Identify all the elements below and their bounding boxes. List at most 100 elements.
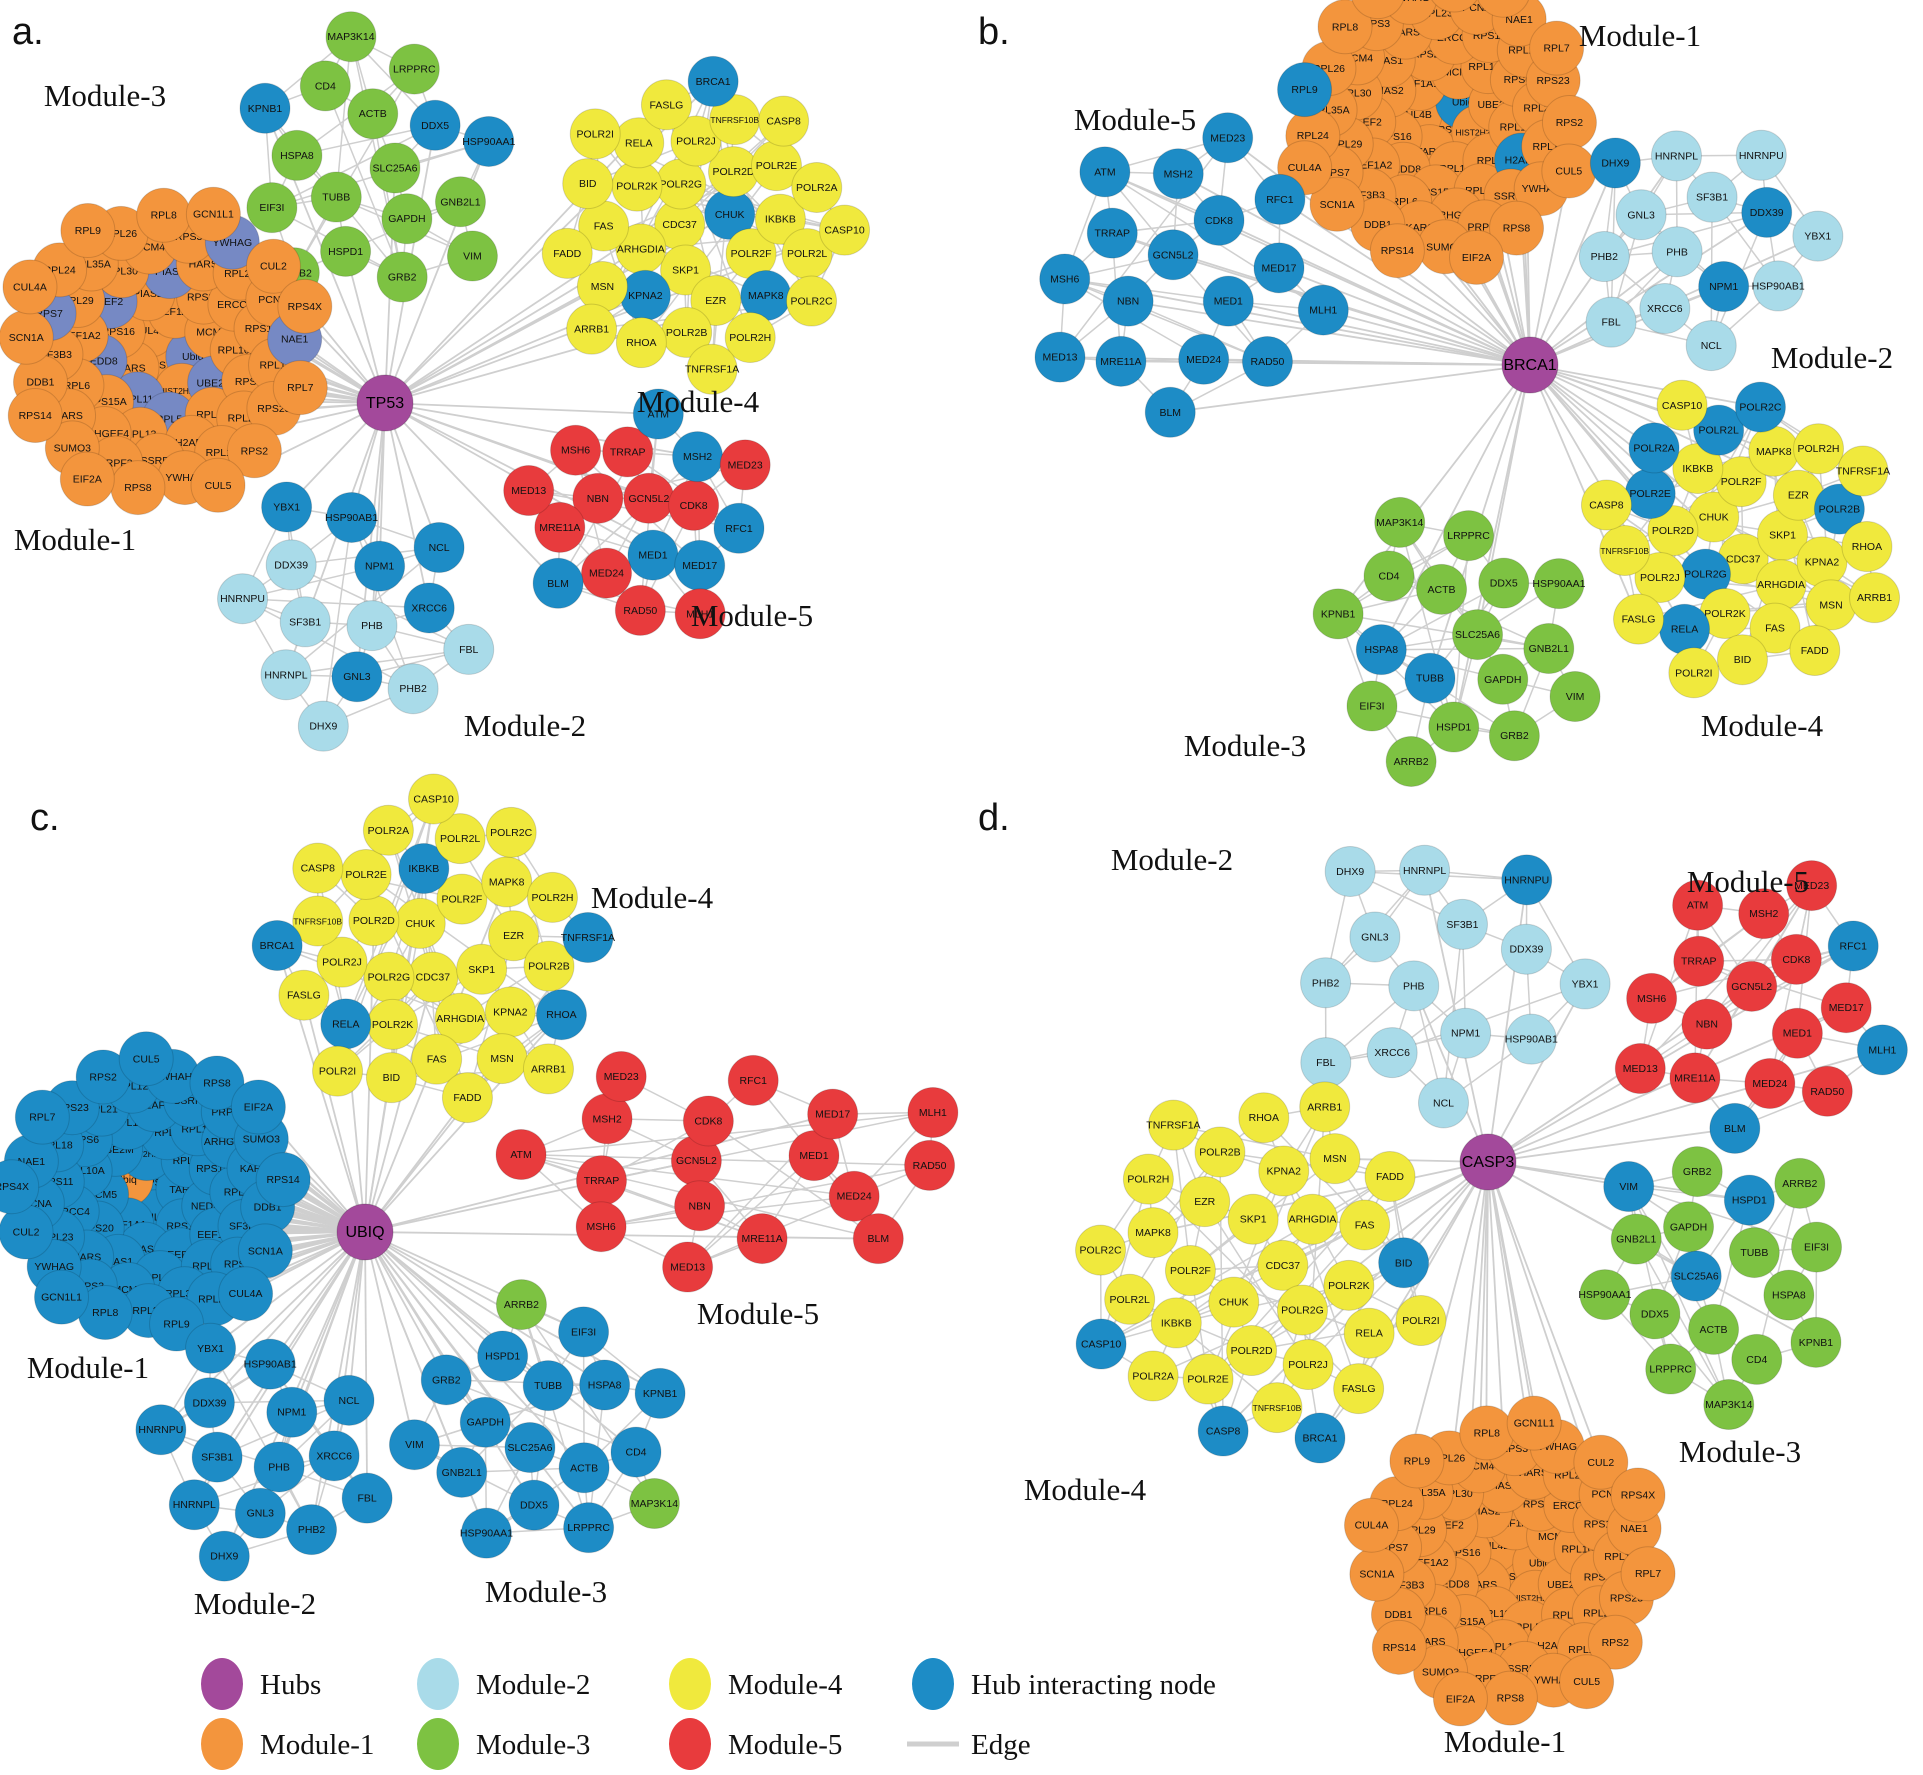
node-CUL5[interactable]: CUL5 [190, 457, 246, 513]
gene-node-circle[interactable] [1620, 1546, 1676, 1602]
gene-node-circle[interactable] [1482, 1670, 1538, 1726]
gene-node-circle[interactable] [1416, 563, 1468, 615]
gene-node-circle[interactable] [1312, 588, 1364, 640]
gene-node-circle[interactable] [852, 1213, 904, 1265]
node-FADD[interactable]: FADD [541, 227, 593, 279]
node-POLR2K[interactable]: POLR2K [611, 160, 663, 212]
gene-node-circle[interactable] [907, 1086, 959, 1138]
gene-node-circle[interactable] [443, 623, 495, 675]
node-MED24[interactable]: MED24 [828, 1170, 880, 1222]
gene-node-circle[interactable] [562, 912, 614, 964]
node-LRPPRC[interactable]: LRPPRC [1443, 510, 1495, 562]
gene-node-circle[interactable] [1086, 207, 1138, 259]
node-MAP3K14[interactable]: MAP3K14 [1703, 1378, 1755, 1430]
gene-node-circle[interactable] [1698, 260, 1750, 312]
node-ARRB1[interactable]: ARRB1 [566, 303, 618, 355]
gene-node-circle[interactable] [325, 11, 377, 63]
gene-node-circle[interactable] [1801, 1065, 1853, 1117]
gene-node-circle[interactable] [1194, 1126, 1246, 1178]
node-DHX9[interactable]: DHX9 [297, 700, 349, 752]
node-MED23[interactable]: MED23 [1202, 112, 1254, 164]
gene-node-circle[interactable] [1613, 593, 1665, 645]
gene-node-circle[interactable] [1688, 1303, 1740, 1355]
gene-node-circle[interactable] [579, 1359, 631, 1411]
node-POLR2B[interactable]: POLR2B [1194, 1126, 1246, 1178]
node-MSH2[interactable]: MSH2 [1152, 148, 1204, 200]
node-TNFRSF10B[interactable]: TNFRSF10B [1251, 1382, 1303, 1434]
gene-node-circle[interactable] [610, 1426, 662, 1478]
node-EIF3I[interactable]: EIF3I [1791, 1221, 1843, 1273]
node-DDX5[interactable]: DDX5 [508, 1479, 560, 1531]
node-RPS4X[interactable]: RPS4X [1476, 0, 1530, 18]
gene-node-circle[interactable] [1686, 171, 1738, 223]
node-MLH1[interactable]: MLH1 [1856, 1024, 1908, 1076]
gene-node-circle[interactable] [260, 649, 312, 701]
gene-node-circle[interactable] [1741, 186, 1793, 238]
node-MAP3K14[interactable]: MAP3K14 [628, 1478, 680, 1530]
node-POLR2C[interactable]: POLR2C [1734, 381, 1786, 433]
gene-node-circle[interactable] [1786, 860, 1838, 912]
node-TUBB[interactable]: TUBB [522, 1360, 574, 1412]
gene-node-circle[interactable] [477, 1330, 529, 1382]
gene-node-circle[interactable] [1075, 1224, 1127, 1276]
node-CASP10[interactable]: CASP10 [1656, 379, 1708, 431]
node-MED1[interactable]: MED1 [1202, 275, 1254, 327]
gene-node-circle[interactable] [1639, 282, 1691, 334]
node-DDX5[interactable]: DDX5 [1478, 557, 1530, 609]
gene-node-circle[interactable] [1309, 1133, 1361, 1185]
node-HSP90AA1[interactable]: HSP90AA1 [1578, 1269, 1632, 1321]
gene-node-circle[interactable] [569, 108, 621, 160]
gene-node-circle[interactable] [1102, 275, 1154, 327]
gene-node-circle[interactable] [1238, 1092, 1290, 1144]
gene-node-circle[interactable] [1369, 223, 1425, 279]
gene-node-circle[interactable] [1476, 0, 1530, 18]
gene-node-circle[interactable] [1144, 386, 1196, 438]
node-MLH1[interactable]: MLH1 [1297, 284, 1349, 336]
gene-node-circle[interactable] [1505, 1013, 1557, 1065]
gene-node-circle[interactable] [436, 873, 488, 925]
gene-node-circle[interactable] [1716, 634, 1768, 686]
gene-node-circle[interactable] [436, 1446, 488, 1498]
gene-node-circle[interactable] [640, 79, 692, 131]
gene-node-circle[interactable] [562, 158, 614, 210]
gene-node-circle[interactable] [1349, 1546, 1405, 1602]
gene-node-circle[interactable] [1709, 1102, 1761, 1154]
gene-node-circle[interactable] [1179, 1176, 1231, 1228]
node-YBX1[interactable]: YBX1 [185, 1322, 237, 1374]
gene-node-circle[interactable] [495, 1279, 547, 1331]
gene-node-circle[interactable] [407, 951, 459, 1003]
node-CUL4A[interactable]: CUL4A [218, 1266, 274, 1322]
node-DDX5[interactable]: DDX5 [409, 99, 461, 151]
node-GRB2[interactable]: GRB2 [1488, 710, 1540, 762]
node-ARRB2[interactable]: ARRB2 [495, 1279, 547, 1331]
gene-node-circle[interactable] [460, 1507, 512, 1559]
gene-node-circle[interactable] [230, 1079, 286, 1135]
node-XRCC6[interactable]: XRCC6 [1639, 282, 1691, 334]
node-HNRNPU[interactable]: HNRNPU [1735, 129, 1787, 181]
gene-node-circle[interactable] [420, 1354, 472, 1406]
node-BLM[interactable]: BLM [852, 1213, 904, 1265]
hub-node-circle[interactable] [336, 1203, 394, 1261]
node-XRCC6[interactable]: XRCC6 [1366, 1027, 1418, 1079]
node-DHX9[interactable]: DHX9 [1589, 137, 1641, 189]
node-MED17[interactable]: MED17 [1820, 982, 1872, 1034]
node-SF3B1[interactable]: SF3B1 [1686, 171, 1738, 223]
node-RHOA[interactable]: RHOA [1841, 521, 1893, 573]
gene-node-circle[interactable] [1351, 0, 1405, 20]
node-YBX1[interactable]: YBX1 [1792, 210, 1844, 262]
node-MSN[interactable]: MSN [1805, 579, 1857, 631]
node-CUL4A[interactable]: CUL4A [2, 259, 58, 315]
gene-node-circle[interactable] [1744, 1057, 1796, 1109]
gene-node-circle[interactable] [388, 43, 440, 95]
gene-node-circle[interactable] [1427, 0, 1481, 13]
node-MED24[interactable]: MED24 [581, 547, 633, 599]
gene-node-circle[interactable] [736, 1213, 788, 1265]
gene-node-circle[interactable] [724, 312, 776, 364]
gene-node-circle[interactable] [1738, 888, 1790, 940]
node-NCL[interactable]: NCL [1418, 1077, 1470, 1129]
hub-BRCA1[interactable]: BRCA1 [1501, 336, 1559, 394]
node-FASLG[interactable]: FASLG [1613, 593, 1665, 645]
node-KPNA2[interactable]: KPNA2 [484, 986, 536, 1038]
node-EIF2A[interactable]: EIF2A [230, 1079, 286, 1135]
gene-node-circle[interactable] [632, 388, 684, 440]
